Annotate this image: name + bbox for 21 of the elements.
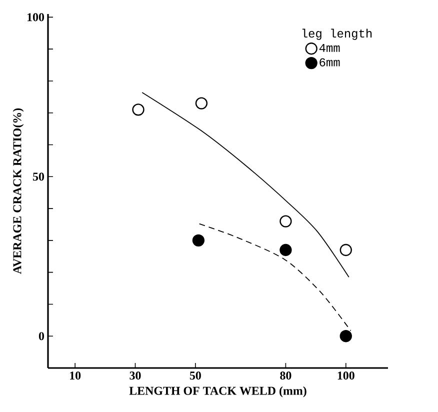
point bbox=[280, 244, 292, 256]
legend-label: 4mm bbox=[319, 44, 340, 52]
y-tick-label: 100 bbox=[28, 13, 44, 22]
x-tick-label: 10 bbox=[70, 372, 81, 380]
y-axis-title: AVERAGE CRACK RATIO(%) bbox=[12, 108, 24, 274]
x-axis-title: LENGTH OF TACK WELD (mm) bbox=[129, 386, 306, 398]
line-series bbox=[142, 92, 350, 278]
point bbox=[280, 215, 292, 228]
point bbox=[340, 330, 352, 342]
y-tick-label: 50 bbox=[33, 172, 44, 181]
point bbox=[340, 244, 352, 256]
x-tick-label: 80 bbox=[280, 372, 292, 380]
point bbox=[192, 234, 205, 247]
point bbox=[195, 97, 208, 110]
y-tick-label: 0 bbox=[38, 332, 44, 340]
x-tick-label: 100 bbox=[338, 372, 354, 380]
x-tick-label: 30 bbox=[130, 372, 141, 380]
legend-label: 6mm bbox=[320, 58, 340, 66]
point bbox=[132, 104, 144, 116]
x-tick-label: 50 bbox=[190, 372, 201, 380]
legend-title: leg length bbox=[302, 28, 372, 40]
